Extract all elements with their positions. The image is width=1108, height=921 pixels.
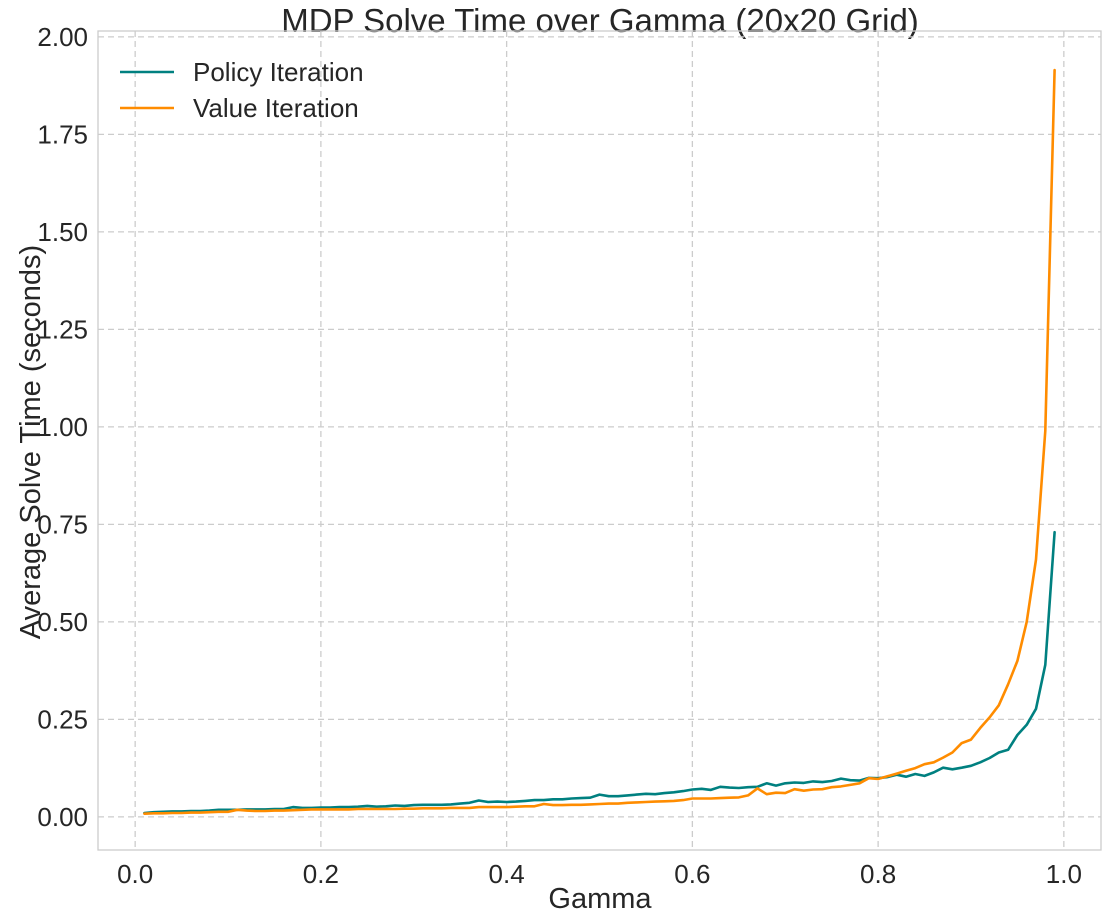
- x-tick-label: 0.4: [489, 859, 525, 889]
- y-tick-label: 0.75: [37, 509, 88, 539]
- x-axis-label: Gamma: [548, 883, 652, 915]
- y-tick-label: 1.00: [37, 412, 88, 442]
- x-tick-label: 0.2: [303, 859, 339, 889]
- y-tick-label: 0.25: [37, 704, 88, 734]
- plot-frame: [97, 30, 1102, 851]
- legend-label-value-iteration: Value Iteration: [193, 93, 359, 123]
- y-tick-label: 0.50: [37, 607, 88, 637]
- x-tick-label: 1.0: [1046, 859, 1082, 889]
- chart-title: MDP Solve Time over Gamma (20x20 Grid): [281, 2, 919, 39]
- x-tick-labels: 0.0 0.2 0.4 0.6 0.8 1.0: [117, 859, 1082, 889]
- series-line-value-iteration: [143, 68, 1056, 816]
- legend-label-policy-iteration: Policy Iteration: [193, 57, 364, 87]
- grid-lines: [98, 31, 1101, 850]
- y-tick-label: 1.50: [37, 217, 88, 247]
- x-tick-label: 0.8: [860, 859, 896, 889]
- y-axis-label: Average Solve Time (seconds): [15, 245, 47, 639]
- y-tick-label: 2.00: [37, 22, 88, 52]
- y-tick-label: 0.00: [37, 802, 88, 832]
- series-lines: [143, 68, 1056, 816]
- y-tick-label: 1.25: [37, 314, 88, 344]
- y-tick-label: 1.75: [37, 119, 88, 149]
- x-tick-label: 0.0: [117, 859, 153, 889]
- y-tick-labels: 0.00 0.25 0.50 0.75 1.00 1.25 1.50 1.75 2.00: [37, 22, 88, 832]
- x-tick-label: 0.6: [674, 859, 710, 889]
- legend: Policy Iteration Value Iteration: [120, 57, 364, 123]
- series-line-policy-iteration: [143, 530, 1056, 815]
